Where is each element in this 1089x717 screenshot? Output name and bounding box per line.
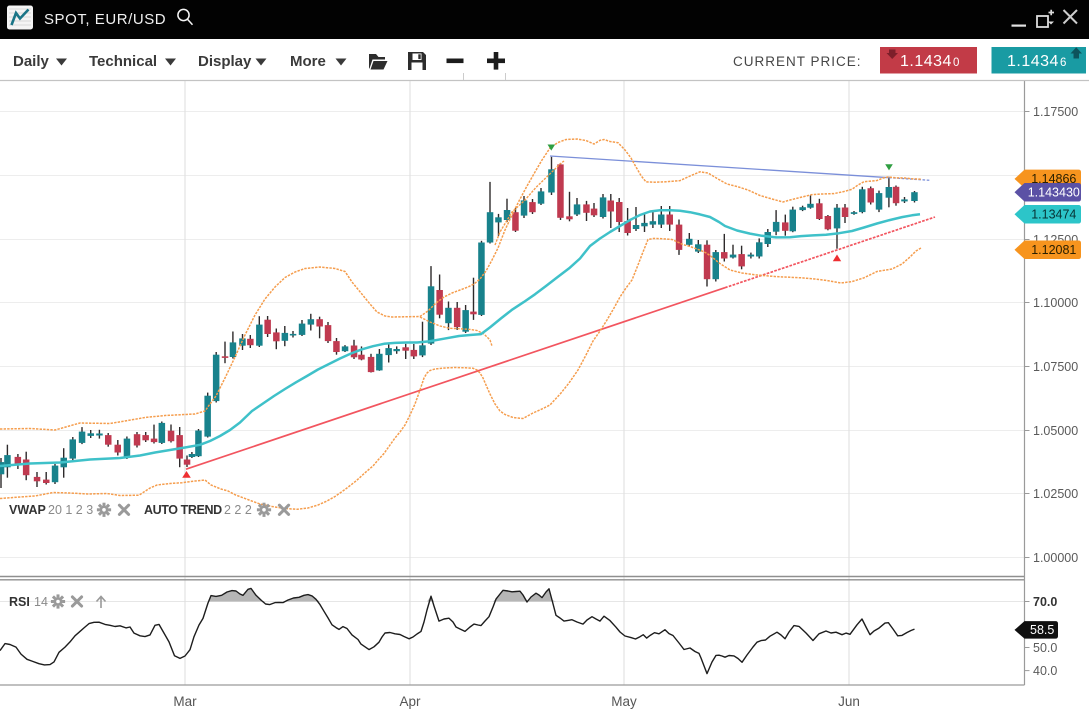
svg-text:More: More	[290, 53, 326, 70]
svg-text:14: 14	[34, 595, 48, 609]
svg-text:1.14866: 1.14866	[1031, 172, 1076, 186]
svg-text:1.10000: 1.10000	[1033, 296, 1078, 310]
svg-text:1.1434: 1.1434	[900, 53, 952, 70]
svg-text:CURRENT PRICE:: CURRENT PRICE:	[733, 54, 862, 69]
svg-text:1.05000: 1.05000	[1033, 424, 1078, 438]
svg-text:AUTO TREND: AUTO TREND	[144, 503, 222, 517]
svg-text:70.0: 70.0	[1033, 595, 1057, 609]
svg-text:1.07500: 1.07500	[1033, 360, 1078, 374]
svg-text:50.0: 50.0	[1033, 641, 1057, 655]
svg-text:1.12081: 1.12081	[1031, 243, 1076, 257]
svg-text:SPOT, EUR/USD: SPOT, EUR/USD	[44, 11, 166, 28]
svg-text:Mar: Mar	[173, 694, 197, 709]
svg-text:2 2 2: 2 2 2	[224, 503, 252, 517]
svg-text:1.02500: 1.02500	[1033, 487, 1078, 501]
svg-text:1.13474: 1.13474	[1031, 208, 1076, 222]
svg-text:1.143430: 1.143430	[1028, 186, 1080, 200]
svg-text:0: 0	[953, 57, 959, 69]
svg-text:Apr: Apr	[399, 694, 421, 709]
svg-text:1.00000: 1.00000	[1033, 551, 1078, 565]
svg-text:Technical: Technical	[89, 53, 157, 70]
svg-text:6: 6	[1060, 57, 1066, 69]
svg-text:58.5: 58.5	[1030, 623, 1054, 637]
svg-text:RSI: RSI	[9, 595, 30, 609]
svg-text:1.17500: 1.17500	[1033, 105, 1078, 119]
svg-text:Daily: Daily	[13, 53, 50, 70]
svg-text:May: May	[611, 694, 637, 709]
svg-text:Display: Display	[198, 53, 252, 70]
svg-text:20 1 2 3: 20 1 2 3	[48, 503, 93, 517]
svg-text:40.0: 40.0	[1033, 664, 1057, 678]
svg-text:Jun: Jun	[838, 694, 860, 709]
svg-text:VWAP: VWAP	[9, 503, 46, 517]
svg-text:1.1434: 1.1434	[1007, 53, 1059, 70]
